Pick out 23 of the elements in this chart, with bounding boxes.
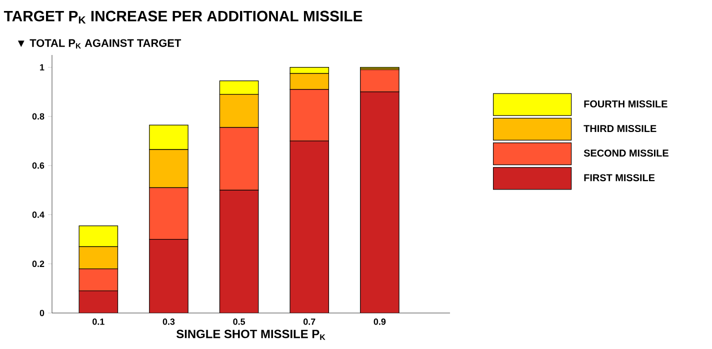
bar [290, 140, 329, 313]
bar [79, 290, 118, 313]
x-tick-label: 0.3 [162, 318, 175, 325]
bar [360, 92, 400, 313]
text: FOURTH MISSILE [584, 100, 668, 108]
y-tick-label: 0.8 [32, 113, 44, 120]
y-tick-label: 0.4 [32, 212, 44, 218]
y-tick-label: 0.6 [32, 162, 44, 169]
x-tick-label: 0.1 [92, 318, 104, 325]
x-tick-label: 0.9 [374, 318, 386, 325]
x-tick-label: 0.7 [303, 318, 316, 325]
chart-title: TARGET P$_{K}$ INCREASE PER ADDITIONAL MISSILE [4, 10, 362, 24]
text: THIRD MISSILE [584, 124, 656, 132]
text: SECOND MISSILE [584, 150, 668, 157]
y-tick-label: 1 [40, 64, 44, 70]
y-tick-label: 0 [40, 310, 44, 316]
text: FIRST MISSILE [584, 174, 655, 182]
y-tick-label: 0.2 [32, 260, 44, 268]
y-axis-title: ▼ TOTAL P$_{K}$ AGAINST TARGET [18, 39, 182, 48]
bar [220, 190, 258, 313]
x-axis-title: SINGLE SHOT MISSILE P$_{K}$ [176, 330, 326, 340]
x-tick-label: 0.5 [233, 318, 246, 325]
bar [149, 239, 188, 313]
